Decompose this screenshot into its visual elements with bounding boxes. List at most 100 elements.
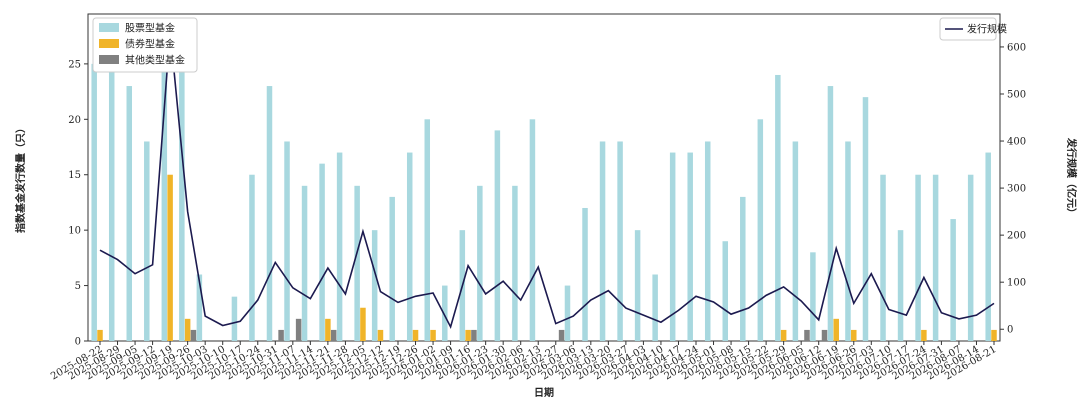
bar bbox=[278, 329, 284, 341]
bar bbox=[295, 318, 302, 341]
bar bbox=[810, 252, 816, 341]
bar bbox=[558, 329, 565, 341]
bar bbox=[319, 163, 325, 341]
bar bbox=[377, 329, 384, 341]
legend-label: 发行规模 bbox=[967, 23, 1007, 36]
bar bbox=[991, 329, 997, 341]
legend-box bbox=[939, 17, 997, 41]
legend-swatch bbox=[99, 23, 119, 32]
plot-frame bbox=[87, 13, 1001, 342]
y2-tick-label: 600 bbox=[1007, 42, 1026, 53]
y-axis-label: 指数基金发行数量（只） bbox=[14, 123, 27, 233]
bar bbox=[915, 174, 921, 341]
bar bbox=[196, 274, 203, 341]
bar bbox=[599, 141, 606, 341]
y2-axis-label: 发行规模（亿元） bbox=[1065, 137, 1078, 218]
bar bbox=[967, 174, 974, 341]
bar bbox=[465, 329, 471, 341]
bar bbox=[722, 241, 729, 341]
bar bbox=[851, 329, 857, 341]
bar bbox=[430, 329, 436, 341]
bar bbox=[354, 185, 360, 341]
legend: 发行规模 bbox=[939, 17, 1007, 41]
bar bbox=[897, 230, 904, 341]
bar bbox=[161, 63, 168, 342]
bar bbox=[757, 119, 764, 341]
bar bbox=[780, 329, 787, 341]
bar bbox=[97, 329, 103, 341]
bar bbox=[932, 174, 939, 341]
y2-tick-label: 300 bbox=[1007, 184, 1026, 195]
bar bbox=[371, 230, 378, 341]
bar bbox=[669, 152, 676, 341]
bar bbox=[652, 274, 658, 341]
bar bbox=[477, 185, 483, 341]
bar bbox=[634, 230, 641, 341]
bar bbox=[330, 329, 337, 341]
bar bbox=[266, 86, 273, 342]
bar bbox=[389, 196, 395, 341]
y-tick-label: 5 bbox=[75, 281, 81, 292]
bar bbox=[921, 329, 927, 341]
bar bbox=[336, 152, 343, 341]
bar bbox=[108, 63, 115, 342]
bar bbox=[284, 141, 290, 341]
y2-tick-label: 400 bbox=[1007, 137, 1026, 148]
bar bbox=[471, 329, 477, 341]
bar bbox=[687, 152, 693, 341]
y2-tick-label: 500 bbox=[1007, 89, 1026, 100]
bar bbox=[249, 174, 255, 341]
bar bbox=[821, 329, 828, 341]
bar bbox=[564, 285, 571, 341]
legend-label: 股票型基金 bbox=[125, 22, 175, 35]
y-tick-label: 20 bbox=[68, 115, 81, 126]
y-tick-label: 15 bbox=[68, 170, 81, 181]
bar bbox=[792, 141, 799, 341]
y2-tick-label: 200 bbox=[1007, 231, 1026, 242]
y-tick-label: 25 bbox=[68, 59, 81, 70]
legend-swatch bbox=[99, 55, 119, 64]
bar bbox=[144, 141, 150, 341]
bar bbox=[412, 329, 419, 341]
bar bbox=[512, 185, 518, 341]
bar bbox=[360, 307, 366, 341]
bar bbox=[845, 141, 851, 341]
bar bbox=[167, 174, 173, 341]
bar bbox=[442, 285, 448, 341]
x-axis-label: 日期 bbox=[534, 386, 554, 399]
bar bbox=[740, 196, 746, 341]
bar bbox=[827, 86, 834, 342]
y2-tick-label: 100 bbox=[1007, 278, 1026, 289]
bar bbox=[91, 63, 97, 342]
bar bbox=[833, 318, 839, 341]
bar bbox=[184, 318, 191, 341]
bar bbox=[179, 30, 185, 342]
bar bbox=[529, 119, 536, 341]
bar bbox=[862, 97, 869, 341]
y2-tick-label: 0 bbox=[1007, 325, 1013, 336]
legend-swatch bbox=[99, 39, 119, 48]
bar bbox=[985, 152, 991, 341]
legend-label: 债券型基金 bbox=[125, 38, 175, 51]
y-tick-label: 0 bbox=[75, 337, 81, 348]
bar bbox=[950, 219, 956, 341]
bar bbox=[617, 141, 623, 341]
bar bbox=[804, 329, 810, 341]
bar bbox=[704, 141, 711, 341]
bar bbox=[582, 207, 588, 341]
line bbox=[99, 30, 995, 330]
bar bbox=[424, 119, 431, 341]
bar bbox=[301, 185, 308, 341]
bar bbox=[126, 86, 133, 342]
y-tick-label: 10 bbox=[68, 226, 81, 237]
bar bbox=[880, 174, 886, 341]
bar bbox=[325, 318, 331, 341]
bar bbox=[406, 152, 413, 341]
bar bbox=[494, 130, 501, 341]
bar bbox=[775, 74, 781, 342]
legend-label: 其他类型基金 bbox=[125, 54, 185, 67]
bar bbox=[190, 329, 197, 341]
bar bbox=[231, 296, 238, 341]
